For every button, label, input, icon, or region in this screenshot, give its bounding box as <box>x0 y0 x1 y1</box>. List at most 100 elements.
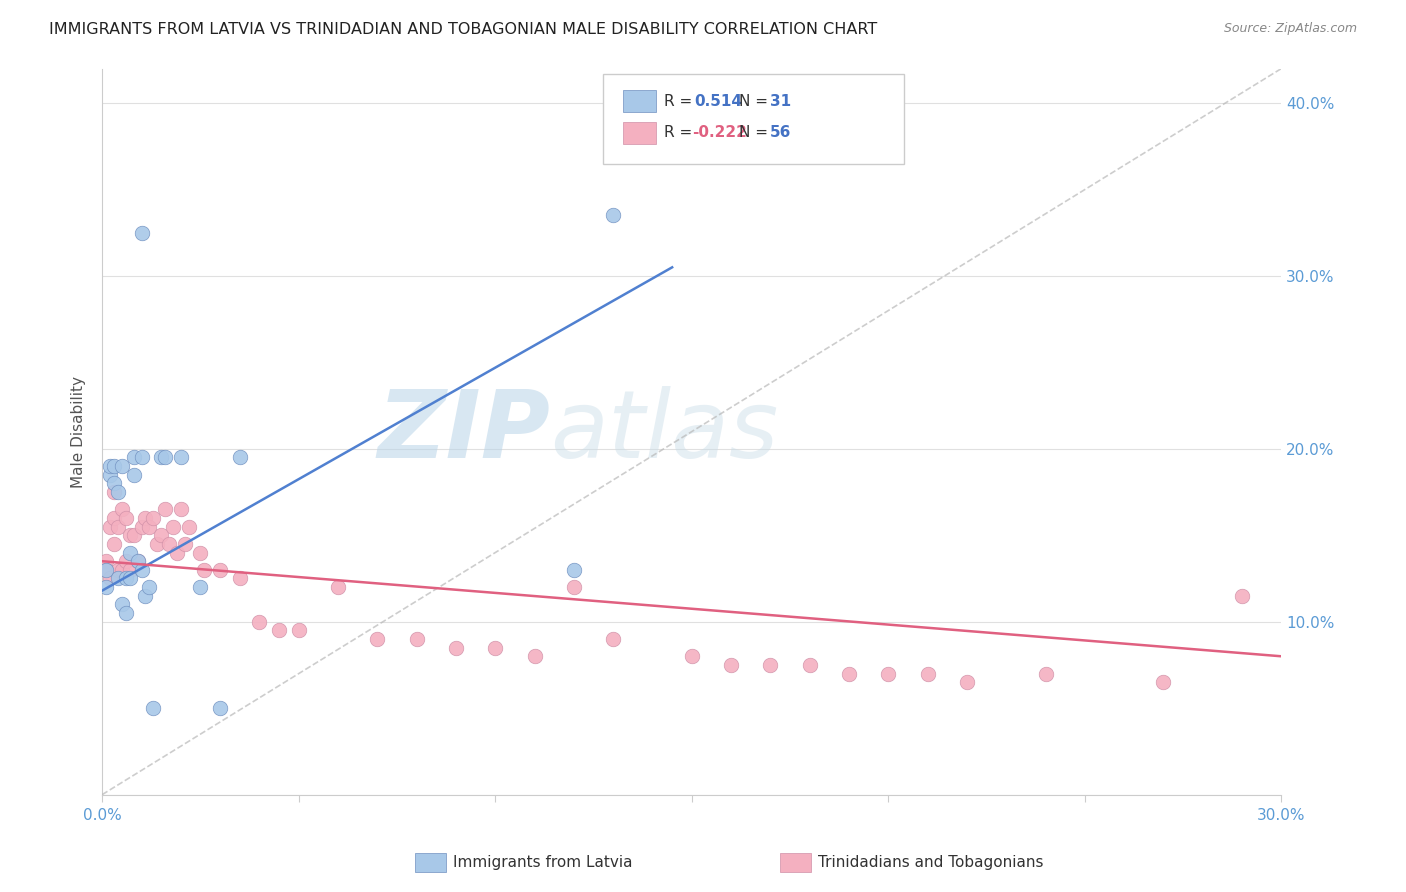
Point <box>107 485 129 500</box>
Point <box>138 519 160 533</box>
Point <box>107 572 129 586</box>
Text: atlas: atlas <box>550 386 779 477</box>
Point <box>602 209 624 223</box>
Text: Source: ZipAtlas.com: Source: ZipAtlas.com <box>1223 22 1357 36</box>
Point <box>94 563 117 577</box>
Point <box>249 615 271 629</box>
Point <box>366 632 388 646</box>
FancyBboxPatch shape <box>623 90 657 112</box>
Point <box>209 701 232 715</box>
Point <box>122 450 145 465</box>
Point <box>103 485 125 500</box>
Point <box>838 666 860 681</box>
Point <box>131 519 153 533</box>
Point <box>142 701 165 715</box>
Text: R =: R = <box>664 125 696 140</box>
Point <box>405 632 427 646</box>
FancyBboxPatch shape <box>623 122 657 144</box>
Point <box>131 563 153 577</box>
Point <box>162 519 184 533</box>
Point <box>209 563 232 577</box>
Point <box>134 511 156 525</box>
Point <box>142 511 165 525</box>
Point <box>153 502 176 516</box>
Text: N =: N = <box>740 125 773 140</box>
Point <box>562 563 585 577</box>
Point <box>177 519 200 533</box>
Text: 0.514: 0.514 <box>695 94 742 109</box>
Point <box>562 580 585 594</box>
Point <box>193 563 215 577</box>
Point <box>127 554 149 568</box>
Point <box>166 545 188 559</box>
Point <box>111 563 134 577</box>
Point <box>1230 589 1253 603</box>
Point <box>127 554 149 568</box>
Point <box>602 632 624 646</box>
Point <box>134 589 156 603</box>
Point <box>118 545 141 559</box>
Point <box>326 580 349 594</box>
Point <box>98 572 121 586</box>
Point <box>267 624 290 638</box>
Point <box>103 476 125 491</box>
Point <box>107 519 129 533</box>
Point <box>114 572 136 586</box>
Point <box>157 537 180 551</box>
Point <box>720 657 742 672</box>
Point <box>107 563 129 577</box>
Point <box>484 640 506 655</box>
Y-axis label: Male Disability: Male Disability <box>72 376 86 488</box>
Point <box>131 450 153 465</box>
Point <box>287 624 309 638</box>
Text: Trinidadians and Tobagonians: Trinidadians and Tobagonians <box>818 855 1043 870</box>
Point <box>94 563 117 577</box>
Point <box>681 649 703 664</box>
FancyBboxPatch shape <box>603 74 904 164</box>
Point <box>111 459 134 474</box>
Point <box>1035 666 1057 681</box>
Point <box>877 666 900 681</box>
Point <box>759 657 782 672</box>
Point <box>94 554 117 568</box>
Point <box>98 467 121 482</box>
Point <box>114 606 136 620</box>
Point <box>190 580 212 594</box>
Text: ZIP: ZIP <box>377 385 550 477</box>
Point <box>170 502 193 516</box>
Point <box>170 450 193 465</box>
Point <box>1153 675 1175 690</box>
Text: Immigrants from Latvia: Immigrants from Latvia <box>453 855 633 870</box>
Point <box>118 572 141 586</box>
Point <box>131 226 153 240</box>
Point <box>114 554 136 568</box>
Point <box>98 519 121 533</box>
Text: 56: 56 <box>769 125 792 140</box>
Point <box>150 528 173 542</box>
Point <box>799 657 821 672</box>
Point <box>118 528 141 542</box>
Point <box>111 502 134 516</box>
Point <box>153 450 176 465</box>
Point <box>114 511 136 525</box>
Point <box>150 450 173 465</box>
Point <box>956 675 979 690</box>
Text: N =: N = <box>740 94 773 109</box>
Point <box>94 580 117 594</box>
Point <box>111 598 134 612</box>
Point <box>917 666 939 681</box>
Point <box>173 537 195 551</box>
Text: R =: R = <box>664 94 696 109</box>
Point <box>98 459 121 474</box>
Point <box>103 537 125 551</box>
Point <box>103 459 125 474</box>
Point <box>118 563 141 577</box>
Point <box>444 640 467 655</box>
Text: 31: 31 <box>769 94 790 109</box>
Point <box>523 649 546 664</box>
Point <box>103 511 125 525</box>
Point <box>138 580 160 594</box>
Point <box>146 537 169 551</box>
Point <box>229 450 252 465</box>
Point <box>122 467 145 482</box>
